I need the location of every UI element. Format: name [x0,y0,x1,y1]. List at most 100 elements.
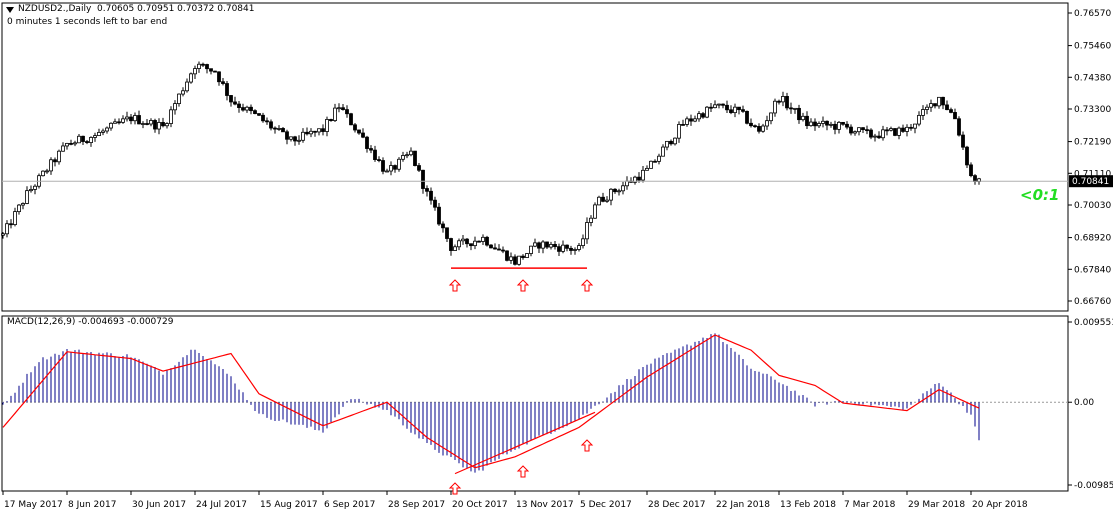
candle [429,190,433,201]
candle [853,131,857,134]
current-price-value: 0.70841 [1072,177,1109,187]
candle [173,103,177,111]
candle [809,121,813,127]
candle [697,113,701,120]
price-axis-label: 0.67840 [1074,265,1111,275]
candle [113,121,117,124]
candle [861,127,865,131]
candle [817,123,821,127]
candle [725,104,729,111]
candle [221,81,225,84]
candle [613,188,617,193]
candle [177,93,181,105]
candle [317,128,321,133]
time-axis-label: 28 Dec 2017 [648,500,706,510]
candle [417,165,421,171]
candle [285,131,289,140]
candle [925,106,929,110]
time-axis-label: 7 Mar 2018 [844,500,896,510]
candle [909,126,913,129]
candle [885,129,889,132]
candle [653,160,657,163]
candle [253,110,257,114]
candle [241,107,245,111]
candle [597,196,601,206]
up-arrow-icon [580,439,594,452]
candle [769,112,773,122]
candle [913,123,917,129]
candle [125,116,129,120]
candle [709,106,713,109]
candle [569,247,573,251]
candle [553,244,557,248]
candle [29,189,33,192]
candle [497,248,501,251]
candle [445,227,449,239]
candle [133,115,137,122]
candle [561,244,565,252]
candle [269,121,273,129]
candle [609,188,613,201]
candle [97,132,101,137]
candle [753,125,757,128]
candle [121,118,125,123]
macd-histogram [2,333,980,473]
candle [761,125,765,132]
candle [485,236,489,246]
candle [297,139,301,142]
time-axis-label: 17 May 2017 [4,500,63,510]
candle [9,223,13,226]
candle [373,149,377,160]
macd-axis-label: 0.009551 [1074,318,1113,328]
candle [201,63,205,66]
candle [765,120,769,127]
candle [45,170,49,173]
ratio-label: <0:1 [1020,186,1060,204]
up-arrow-icon [516,465,530,478]
triangle-down-icon[interactable] [6,7,14,13]
candle [153,120,157,130]
candle [893,128,897,136]
time-axis-label: 29 Mar 2018 [908,500,965,510]
candle [137,115,141,125]
candle [437,206,441,225]
candle [701,113,705,118]
candle [1,233,5,236]
candle [365,136,369,149]
candle [865,129,869,132]
candle [341,107,345,110]
candle [857,127,861,133]
candle [265,120,269,123]
candle [401,155,405,160]
candle [873,135,877,138]
up-arrow-icon [516,279,530,292]
candle [409,150,413,156]
candle [309,130,313,135]
time-axis-label: 22 Jan 2018 [716,500,770,510]
candle [413,150,417,166]
time-axis-label: 13 Feb 2018 [780,500,836,510]
candle [289,136,293,140]
candle [305,131,309,135]
candle [577,245,581,250]
candle [261,114,265,122]
candle [845,123,849,128]
time-axis-label: 13 Nov 2017 [516,500,574,510]
candle [293,136,297,142]
candle [517,255,521,265]
candle [237,103,241,108]
candle [937,96,941,107]
candle [329,119,333,122]
symbol-label: NZDUSD2.,Daily [18,4,92,14]
price-axis-label: 0.72190 [1074,138,1111,148]
candle [645,167,649,171]
candle [225,83,229,96]
candle [421,169,425,189]
candle [145,123,149,125]
candle [521,255,525,258]
candle [837,121,841,130]
time-axis-label: 28 Sep 2017 [388,500,445,510]
candle [161,122,165,127]
macd-panel-frame [1,315,1069,492]
time-axis-label: 6 Sep 2017 [324,500,375,510]
